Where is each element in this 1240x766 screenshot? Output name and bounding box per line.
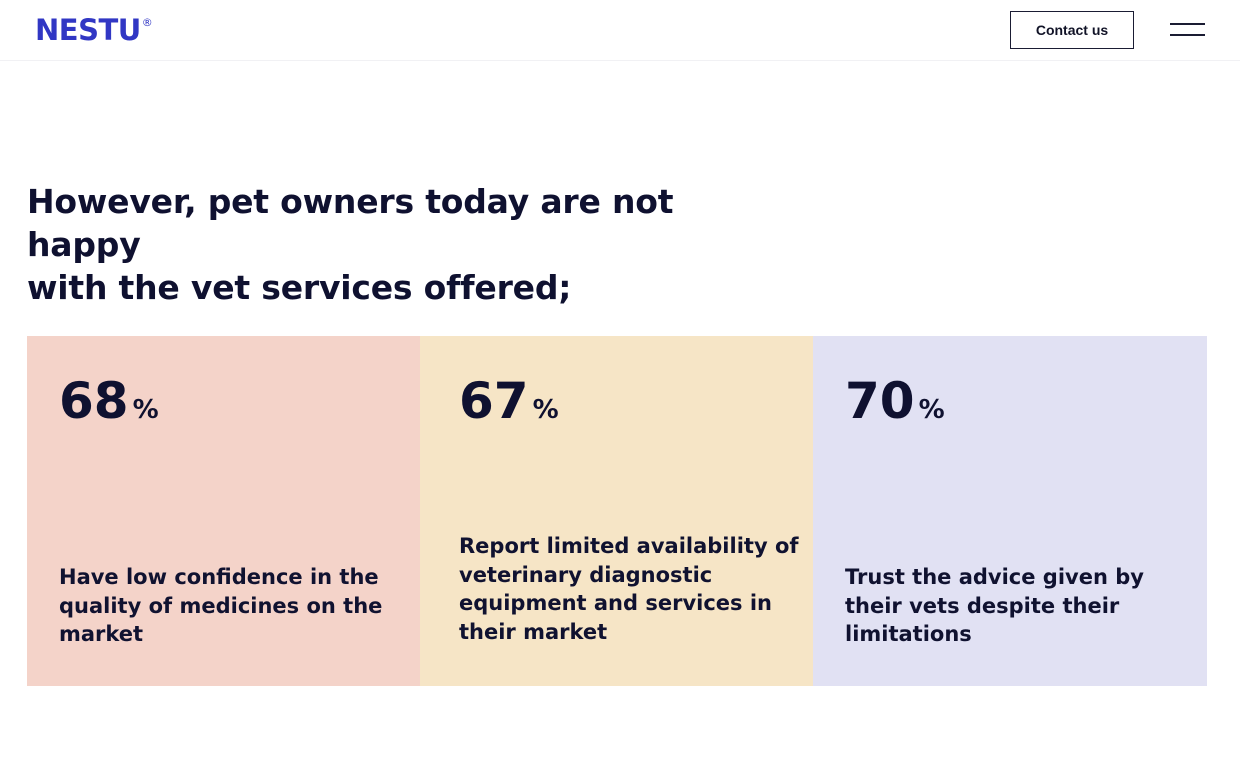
hamburger-menu-icon[interactable] — [1170, 23, 1205, 37]
percent-sign: % — [532, 395, 559, 425]
menu-line-top — [1170, 23, 1205, 25]
percent-sign: % — [918, 395, 945, 425]
nestu-logo[interactable]: NESTU® — [35, 13, 153, 54]
stat-value: 68% — [59, 372, 159, 439]
headline-line-2: with the vet services offered; — [27, 268, 572, 307]
contact-us-button[interactable]: Contact us — [1010, 11, 1134, 49]
stat-description: Have low confidence in the quality of me… — [59, 565, 383, 646]
stat-number: 68 — [59, 372, 129, 430]
registered-mark: ® — [141, 16, 153, 29]
stat-description: Trust the advice given by their vets des… — [845, 565, 1144, 646]
stat-value: 67% — [459, 372, 559, 439]
headline-line-1: However, pet owners today are not happy — [27, 182, 674, 264]
stat-card-diagnostic-availability: 67% Report limited availability of veter… — [420, 336, 813, 686]
section-headline: However, pet owners today are not happy w… — [27, 180, 787, 309]
stat-value: 70% — [845, 372, 945, 439]
stat-number: 70 — [845, 372, 915, 430]
stat-card-medicine-confidence: 68% Have low confidence in the quality o… — [27, 336, 420, 686]
menu-line-bottom — [1170, 34, 1205, 36]
percent-sign: % — [132, 395, 159, 425]
stat-description: Report limited availability of veterinar… — [459, 534, 799, 644]
stat-card-vet-trust: 70% Trust the advice given by their vets… — [813, 336, 1207, 686]
site-header: NESTU® Contact us — [0, 0, 1240, 61]
logo-wordmark: NESTU — [35, 13, 141, 47]
stat-number: 67 — [459, 372, 529, 430]
